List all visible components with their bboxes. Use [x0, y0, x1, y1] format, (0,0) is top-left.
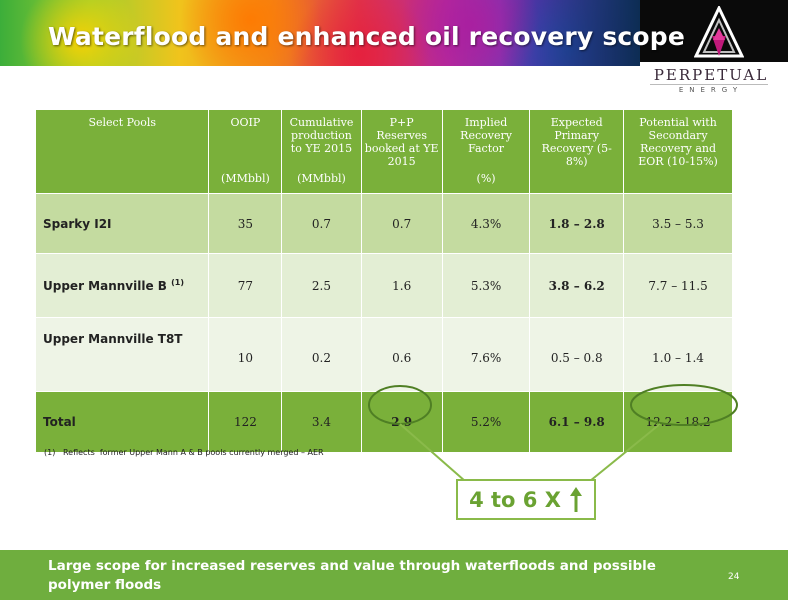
pool-name: Sparky I2I: [36, 193, 210, 254]
footnote: (1) Reflects former Upper Mann A & B poo…: [44, 448, 324, 457]
cumulative-cell: 0.7: [281, 193, 362, 254]
table-header-row: Select Pools OOIP (MMbbl) Cumulative prod…: [36, 110, 732, 194]
cumulative-cell: 0.2: [281, 317, 362, 392]
primary-recovery-cell: 3.8 – 6.2: [529, 253, 625, 318]
recovery-factor-cell: 5.3%: [442, 253, 531, 318]
header-secondary-recovery: Potential with Secondary Recovery and EO…: [623, 110, 732, 194]
header-recovery-factor: Implied Recovery Factor (%): [442, 110, 531, 194]
perpetual-logo-icon: [694, 6, 744, 58]
ooip-cell: 35: [208, 193, 283, 254]
secondary-recovery-cell: 12.2 - 18.2: [623, 391, 732, 452]
total-row: Total 122 3.4 2.9 5.2% 6.1 – 9.8 12.2 - …: [36, 391, 732, 452]
secondary-recovery-cell: 1.0 – 1.4: [623, 317, 732, 392]
header-select-pools: Select Pools: [36, 110, 210, 194]
up-arrow-icon: [569, 486, 582, 512]
total-label: Total: [36, 391, 210, 452]
pools-table: Select Pools OOIP (MMbbl) Cumulative prod…: [36, 110, 732, 452]
cumulative-cell: 3.4: [281, 391, 362, 452]
cumulative-cell: 2.5: [281, 253, 362, 318]
header-reserves: P+P Reserves booked at YE 2015: [361, 110, 443, 194]
logo-divider: [650, 84, 768, 85]
secondary-recovery-cell: 3.5 – 5.3: [623, 193, 732, 254]
pool-name: Upper Mannville T8T: [36, 317, 210, 392]
header-cumulative: Cumulative production to YE 2015 (MMbbl): [281, 110, 362, 194]
logo-name: Perpetual: [653, 66, 769, 84]
primary-recovery-cell: 6.1 – 9.8: [529, 391, 625, 452]
ooip-cell: 10: [208, 317, 283, 392]
reserves-cell: 0.7: [361, 193, 443, 254]
footer-message: Large scope for increased reserves and v…: [48, 558, 656, 593]
ooip-cell: 122: [208, 391, 283, 452]
pool-name: Upper Mannville B (1): [36, 253, 210, 318]
reserves-cell: 2.9: [361, 391, 443, 452]
reserves-cell: 0.6: [361, 317, 443, 392]
recovery-factor-cell: 5.2%: [442, 391, 531, 452]
reserves-cell: 1.6: [361, 253, 443, 318]
secondary-recovery-cell: 7.7 – 11.5: [623, 253, 732, 318]
header-primary-recovery: Expected Primary Recovery (5-8%): [529, 110, 625, 194]
page-number: 24: [728, 572, 740, 582]
header-ooip: OOIP (MMbbl): [208, 110, 283, 194]
multiplier-text: 4 to 6 X: [469, 487, 561, 512]
table-row: Upper Mannville B (1) 77 2.5 1.6 5.3% 3.…: [36, 253, 732, 318]
header-banner: [0, 0, 640, 66]
primary-recovery-cell: 0.5 – 0.8: [529, 317, 625, 392]
slide-title: Waterflood and enhanced oil recovery sco…: [48, 22, 686, 51]
ooip-cell: 77: [208, 253, 283, 318]
footer-bar: [0, 550, 788, 600]
footnote-marker: (1): [171, 278, 184, 287]
multiplier-callout: 4 to 6 X: [456, 479, 596, 520]
recovery-factor-cell: 4.3%: [442, 193, 531, 254]
primary-recovery-cell: 1.8 – 2.8: [529, 193, 625, 254]
table-row: Upper Mannville T8T 10 0.2 0.6 7.6% 0.5 …: [36, 317, 732, 392]
recovery-factor-cell: 7.6%: [442, 317, 531, 392]
table-row: Sparky I2I 35 0.7 0.7 4.3% 1.8 – 2.8 3.5…: [36, 193, 732, 254]
logo-tagline: ENERGY: [678, 86, 744, 94]
